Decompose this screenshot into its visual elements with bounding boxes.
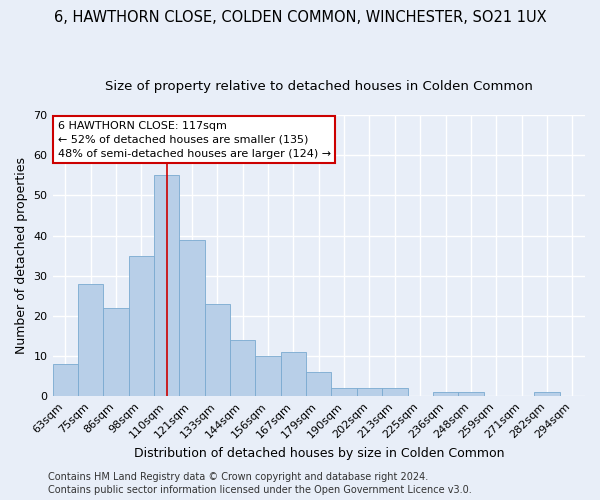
Bar: [103, 308, 128, 396]
Bar: [331, 388, 357, 396]
Bar: [53, 364, 78, 396]
Bar: [306, 372, 331, 396]
Title: Size of property relative to detached houses in Colden Common: Size of property relative to detached ho…: [105, 80, 533, 93]
Y-axis label: Number of detached properties: Number of detached properties: [15, 157, 28, 354]
Bar: [458, 392, 484, 396]
Bar: [179, 240, 205, 396]
Text: Contains HM Land Registry data © Crown copyright and database right 2024.
Contai: Contains HM Land Registry data © Crown c…: [48, 472, 472, 495]
Bar: [205, 304, 230, 396]
Bar: [433, 392, 458, 396]
X-axis label: Distribution of detached houses by size in Colden Common: Distribution of detached houses by size …: [134, 447, 504, 460]
Bar: [382, 388, 407, 396]
Bar: [78, 284, 103, 396]
Bar: [154, 176, 179, 396]
Bar: [256, 356, 281, 396]
Bar: [534, 392, 560, 396]
Text: 6 HAWTHORN CLOSE: 117sqm
← 52% of detached houses are smaller (135)
48% of semi-: 6 HAWTHORN CLOSE: 117sqm ← 52% of detach…: [58, 120, 331, 158]
Bar: [230, 340, 256, 396]
Bar: [281, 352, 306, 396]
Text: 6, HAWTHORN CLOSE, COLDEN COMMON, WINCHESTER, SO21 1UX: 6, HAWTHORN CLOSE, COLDEN COMMON, WINCHE…: [53, 10, 547, 25]
Bar: [357, 388, 382, 396]
Bar: [128, 256, 154, 396]
